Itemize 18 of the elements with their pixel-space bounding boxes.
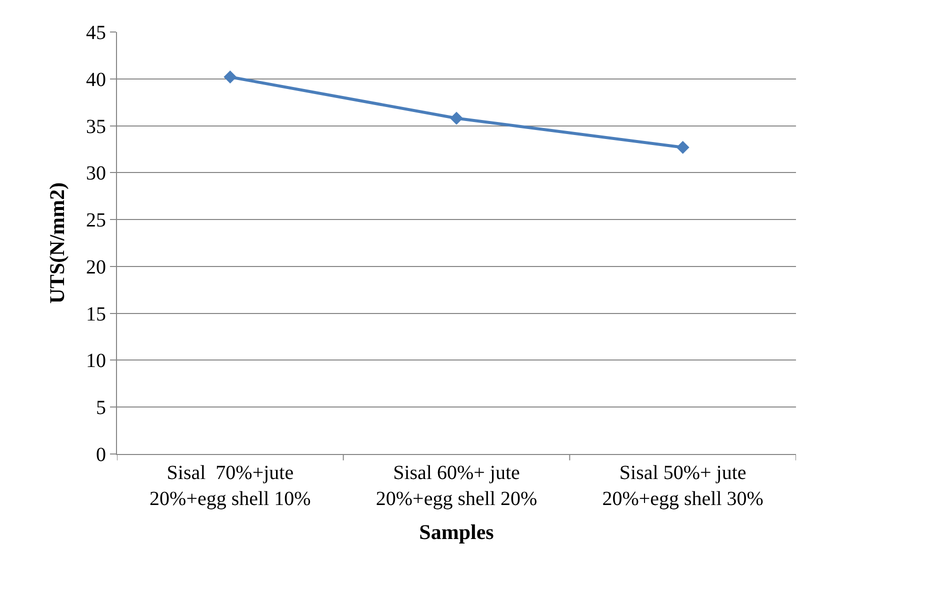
y-tick-label: 40	[86, 68, 106, 91]
x-tick-label: Sisal 70%+jute 20%+egg shell 10%	[150, 462, 311, 510]
y-axis-title: UTS(N/mm2)	[45, 182, 70, 304]
x-tick-label: Sisal 60%+ jute 20%+egg shell 20%	[376, 462, 538, 510]
y-tick-label: 45	[86, 22, 106, 44]
y-tick-label: 5	[96, 397, 106, 420]
x-axis-title: Samples	[419, 520, 494, 544]
y-tick-label: 10	[86, 350, 106, 372]
y-tick-label: 30	[86, 162, 106, 185]
point	[224, 70, 237, 84]
y-tick-label: 15	[86, 303, 106, 326]
point	[450, 112, 463, 125]
y-tick-label: 25	[86, 210, 106, 232]
y-tick-label: 35	[86, 116, 106, 138]
point	[676, 140, 690, 154]
y-tick-label: 20	[86, 256, 106, 278]
x-tick-label: Sisal 50%+ jute 20%+egg shell 30%	[602, 462, 764, 510]
y-tick-label: 0	[96, 444, 106, 466]
